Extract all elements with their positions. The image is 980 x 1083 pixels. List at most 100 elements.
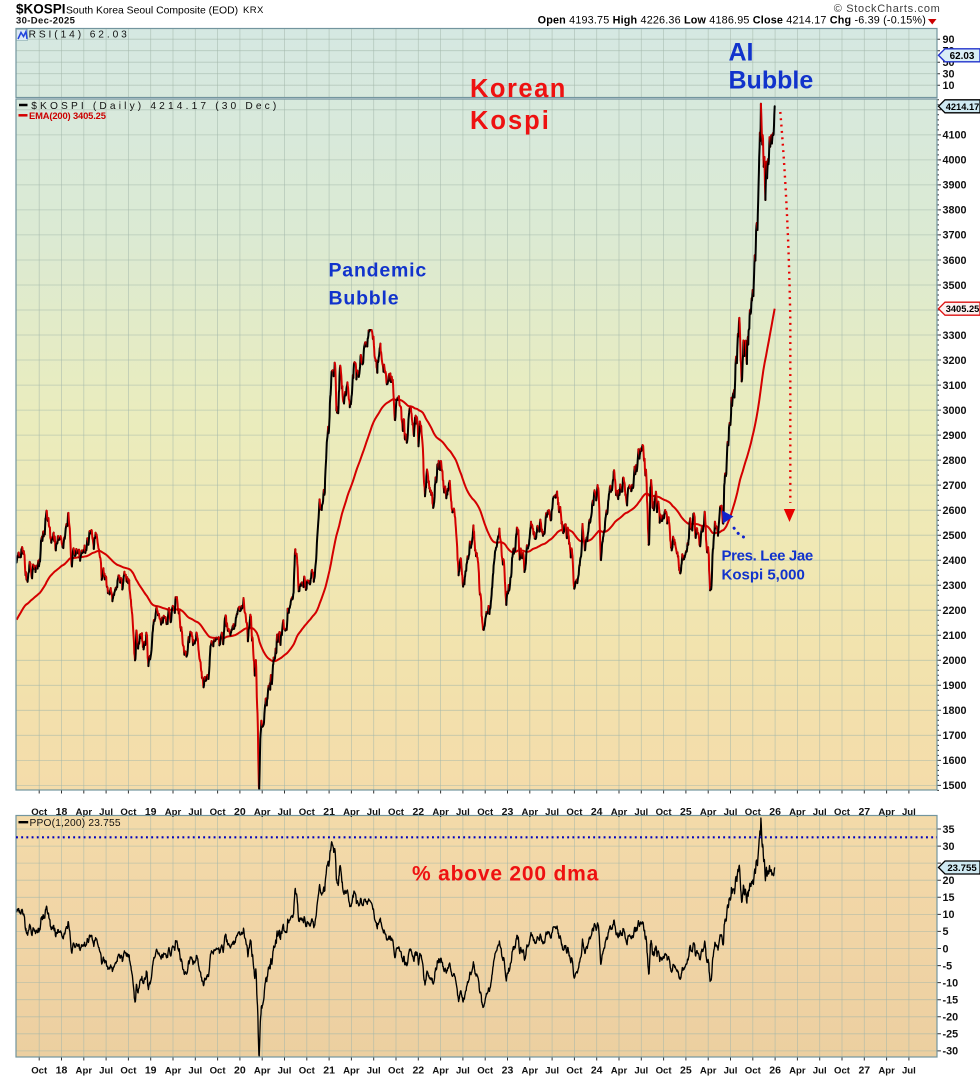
svg-text:EMA(200) 3405.25: EMA(200) 3405.25 xyxy=(29,110,106,121)
svg-text:30: 30 xyxy=(943,69,955,81)
svg-text:20: 20 xyxy=(234,1065,246,1077)
svg-text:Apr: Apr xyxy=(522,807,539,818)
svg-text:Oct: Oct xyxy=(834,807,851,818)
svg-text:Jul: Jul xyxy=(99,1066,113,1077)
svg-text:4214.17: 4214.17 xyxy=(946,102,980,112)
svg-text:PPO(1,200) 23.755: PPO(1,200) 23.755 xyxy=(30,818,121,829)
svg-text:3500: 3500 xyxy=(943,280,967,292)
svg-text:Jul: Jul xyxy=(99,807,113,818)
svg-text:3200: 3200 xyxy=(943,355,967,367)
svg-text:2400: 2400 xyxy=(943,555,967,567)
svg-text:5: 5 xyxy=(943,926,949,938)
svg-text:23: 23 xyxy=(502,806,514,818)
svg-text:Pres. Lee Jae: Pres. Lee Jae xyxy=(722,548,813,565)
svg-text:21: 21 xyxy=(323,1065,335,1077)
svg-text:Apr: Apr xyxy=(343,807,360,818)
svg-text:Oct: Oct xyxy=(299,807,316,818)
svg-text:19: 19 xyxy=(145,1065,157,1077)
svg-text:26: 26 xyxy=(769,1065,781,1077)
svg-text:Jul: Jul xyxy=(278,807,292,818)
svg-text:Jul: Jul xyxy=(188,1066,202,1077)
svg-text:Apr: Apr xyxy=(611,1066,628,1077)
svg-text:Oct: Oct xyxy=(299,1066,316,1077)
svg-text:% above 200 dma: % above 200 dma xyxy=(412,863,599,886)
svg-text:Oct: Oct xyxy=(745,807,762,818)
svg-text:27: 27 xyxy=(858,806,870,818)
svg-text:Apr: Apr xyxy=(432,807,449,818)
svg-text:-30: -30 xyxy=(943,1046,959,1058)
svg-text:25: 25 xyxy=(680,1065,692,1077)
svg-text:-5: -5 xyxy=(943,960,953,972)
svg-text:1800: 1800 xyxy=(943,705,967,717)
svg-text:$KOSPI (Daily) 4214.17 (30 Dec: $KOSPI (Daily) 4214.17 (30 Dec) xyxy=(31,101,279,112)
svg-text:$KOSPI: $KOSPI xyxy=(16,2,66,17)
svg-text:Jul: Jul xyxy=(456,807,470,818)
svg-text:2900: 2900 xyxy=(943,430,967,442)
svg-text:Apr: Apr xyxy=(611,807,628,818)
svg-text:Oct: Oct xyxy=(31,1066,48,1077)
svg-text:-10: -10 xyxy=(943,977,959,989)
svg-text:Oct: Oct xyxy=(566,1066,583,1077)
svg-text:RSI(14) 62.03: RSI(14) 62.03 xyxy=(29,30,130,41)
svg-text:Oct: Oct xyxy=(31,807,48,818)
svg-text:35: 35 xyxy=(943,824,955,836)
svg-text:Kospi 5,000: Kospi 5,000 xyxy=(722,567,805,584)
svg-text:Oct: Oct xyxy=(745,1066,762,1077)
svg-text:3600: 3600 xyxy=(943,255,967,267)
svg-text:South Korea Seoul Composite (E: South Korea Seoul Composite (EOD) xyxy=(66,6,238,17)
svg-text:Oct: Oct xyxy=(388,807,405,818)
svg-text:Jul: Jul xyxy=(545,807,559,818)
svg-text:Apr: Apr xyxy=(700,807,717,818)
svg-text:Jul: Jul xyxy=(902,1066,916,1077)
svg-text:26: 26 xyxy=(769,806,781,818)
svg-text:© StockCharts.com: © StockCharts.com xyxy=(834,3,941,15)
svg-text:Jul: Jul xyxy=(278,1066,292,1077)
svg-text:30-Dec-2025: 30-Dec-2025 xyxy=(16,15,76,26)
svg-text:AI: AI xyxy=(729,39,754,67)
svg-text:2600: 2600 xyxy=(943,505,967,517)
svg-text:27: 27 xyxy=(858,1065,870,1077)
svg-text:15: 15 xyxy=(943,892,955,904)
svg-text:2200: 2200 xyxy=(943,605,967,617)
svg-text:10: 10 xyxy=(943,909,955,921)
svg-text:Open 4193.75 High 4226.36 Low: Open 4193.75 High 4226.36 Low 4186.95 Cl… xyxy=(538,14,926,26)
svg-text:30: 30 xyxy=(943,841,955,853)
svg-text:62.03: 62.03 xyxy=(950,51,975,62)
svg-text:-25: -25 xyxy=(943,1029,959,1041)
svg-text:Jul: Jul xyxy=(724,807,738,818)
svg-text:KRX: KRX xyxy=(243,5,264,16)
svg-text:23: 23 xyxy=(502,1065,514,1077)
svg-text:2300: 2300 xyxy=(943,580,967,592)
svg-text:Apr: Apr xyxy=(254,807,271,818)
svg-text:18: 18 xyxy=(56,806,68,818)
svg-text:Apr: Apr xyxy=(76,807,93,818)
svg-text:Oct: Oct xyxy=(656,807,673,818)
svg-text:4100: 4100 xyxy=(943,130,967,142)
svg-text:Apr: Apr xyxy=(254,1066,271,1077)
svg-text:Apr: Apr xyxy=(789,1066,806,1077)
svg-text:Apr: Apr xyxy=(76,1066,93,1077)
svg-text:1500: 1500 xyxy=(943,780,967,792)
svg-text:3700: 3700 xyxy=(943,230,967,242)
svg-text:Kospi: Kospi xyxy=(470,107,551,135)
svg-text:1600: 1600 xyxy=(943,755,967,767)
svg-text:20: 20 xyxy=(234,806,246,818)
svg-text:Apr: Apr xyxy=(700,1066,717,1077)
svg-text:23.755: 23.755 xyxy=(947,863,977,874)
svg-text:2100: 2100 xyxy=(943,630,967,642)
svg-text:Korean: Korean xyxy=(470,75,567,103)
svg-text:Jul: Jul xyxy=(813,807,827,818)
svg-text:Apr: Apr xyxy=(343,1066,360,1077)
svg-text:Jul: Jul xyxy=(188,807,202,818)
svg-text:Oct: Oct xyxy=(210,1066,227,1077)
svg-text:Apr: Apr xyxy=(878,807,895,818)
svg-text:Bubble: Bubble xyxy=(729,67,814,95)
svg-text:Jul: Jul xyxy=(813,1066,827,1077)
svg-text:Jul: Jul xyxy=(367,807,381,818)
svg-text:3405.25: 3405.25 xyxy=(946,304,980,314)
svg-text:2000: 2000 xyxy=(943,655,967,667)
svg-text:Oct: Oct xyxy=(210,807,227,818)
svg-text:Jul: Jul xyxy=(545,1066,559,1077)
svg-text:22: 22 xyxy=(412,806,424,818)
svg-text:10: 10 xyxy=(943,80,955,92)
